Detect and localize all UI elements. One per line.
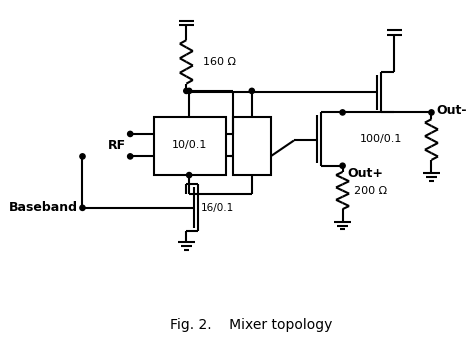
Circle shape bbox=[187, 88, 192, 94]
Text: 160 Ω: 160 Ω bbox=[203, 57, 236, 67]
Circle shape bbox=[80, 205, 85, 210]
Text: 100/0.1: 100/0.1 bbox=[359, 134, 402, 144]
Text: Fig. 2.    Mixer topology: Fig. 2. Mixer topology bbox=[170, 318, 332, 332]
Circle shape bbox=[429, 110, 434, 115]
Circle shape bbox=[187, 173, 192, 178]
Circle shape bbox=[128, 131, 133, 137]
Text: RF: RF bbox=[108, 139, 126, 152]
Text: 16/0.1: 16/0.1 bbox=[201, 203, 235, 213]
Circle shape bbox=[184, 88, 189, 94]
Circle shape bbox=[340, 163, 345, 168]
Text: Baseband: Baseband bbox=[9, 201, 78, 214]
Circle shape bbox=[128, 154, 133, 159]
Circle shape bbox=[340, 110, 345, 115]
Circle shape bbox=[80, 154, 85, 159]
Circle shape bbox=[249, 88, 255, 94]
Text: 200 Ω: 200 Ω bbox=[354, 186, 387, 196]
Text: 10/0.1: 10/0.1 bbox=[172, 140, 207, 150]
Text: Out-: Out- bbox=[436, 104, 466, 117]
Text: Out+: Out+ bbox=[347, 167, 383, 180]
